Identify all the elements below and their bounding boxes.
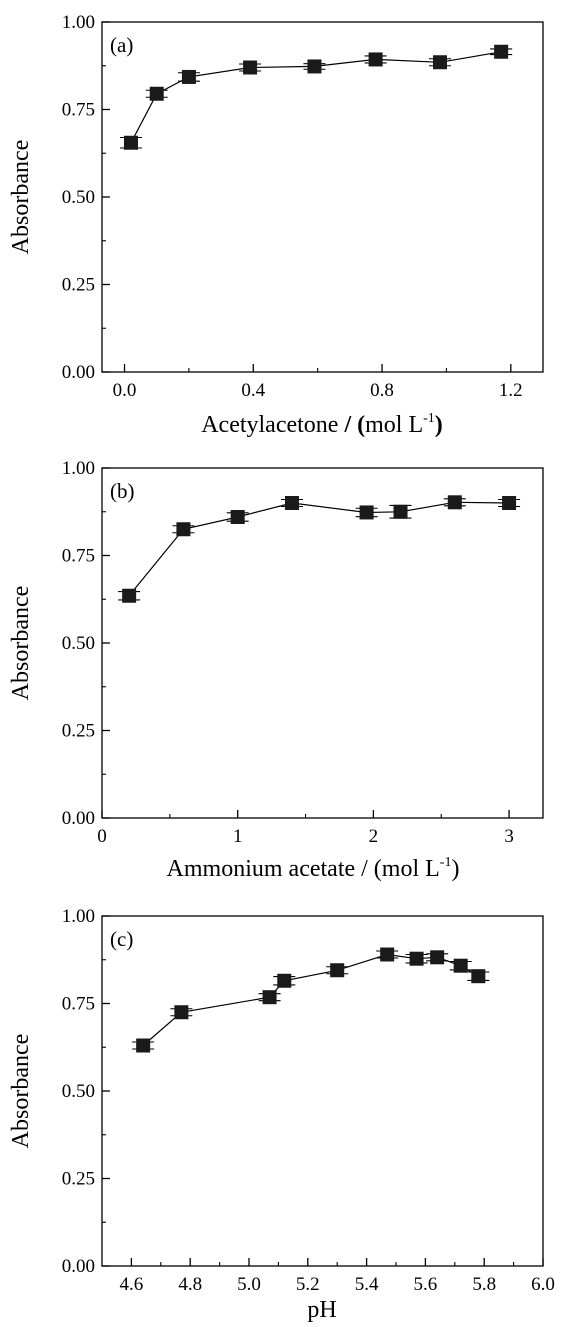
data-point [277,973,292,988]
series-line [142,953,479,1046]
data-point [471,969,486,984]
data-point [447,495,462,510]
panel-label-a: (a) [110,33,133,57]
data-point [502,496,517,510]
x-ticks-b: 0 1 2 3 [97,810,514,847]
y-tick-label: 0.00 [62,1256,95,1277]
y-ticks-c: 0.00 0.25 0.50 0.75 1.00 [62,906,110,1277]
panel-label-b: (b) [110,479,135,503]
data-point [174,1005,189,1020]
data-point [393,504,408,519]
panel-c: 0.00 0.25 0.50 0.75 1.00 4.6 4.8 5.0 5.2 5.4 5.6 5… [8,906,555,1323]
y-axis-title-c: Absorbance [8,1034,34,1149]
data-point [123,135,138,150]
data-point [494,44,509,59]
data-point [409,951,424,966]
data-point [453,958,468,973]
data-point [149,86,164,101]
x-axis-title-a-slash: / [343,412,351,438]
data-point [122,588,137,603]
y-tick-label: 0.25 [62,275,95,296]
data-point [430,950,445,965]
y-tick-label: 1.00 [62,458,95,479]
x-tick-label: 4.6 [120,1274,144,1295]
data-point [136,1038,151,1053]
data-point [284,496,299,510]
data-point [359,505,374,520]
x-tick-label: 5.6 [414,1274,438,1295]
x-axis-title-a-close: ) [435,412,443,438]
x-axis-title-a: Acetylacetone / (mol L-1) [201,411,443,438]
y-tick-label: 0.25 [62,1169,95,1190]
x-axis-title-b: Ammonium acetate / (mol L-1) [167,855,460,882]
y-tick-label: 0.25 [62,721,95,742]
x-tick-label: 5.0 [237,1274,261,1295]
x-axis-title-a-sup: -1 [423,411,435,426]
plot-frame-b [101,467,544,819]
y-tick-label: 0.75 [62,100,95,121]
x-tick-label: 0.8 [370,380,394,401]
y-ticks-a: 0.00 0.25 0.50 0.75 1.00 [62,12,110,383]
x-tick-label: 0 [97,826,107,847]
series-c [132,947,490,1053]
y-tick-label: 0.50 [62,1081,95,1102]
x-tick-label: 0.0 [113,380,137,401]
x-ticks-a: 0.0 0.4 0.8 1.2 [113,364,523,401]
y-tick-label: 0.75 [62,546,95,567]
x-tick-label: 2 [369,826,379,847]
plot-frame-c [101,915,544,1267]
x-axis-title-a-unit: mol L [365,412,423,438]
data-point [176,522,191,537]
x-tick-label: 3 [504,826,514,847]
y-tick-label: 0.50 [62,187,95,208]
x-axis-title-b-main: Ammonium acetate / (mol L [167,856,440,882]
data-point [330,963,345,978]
plot-frame-a [101,21,544,373]
x-tick-label: 0.4 [241,380,265,401]
data-point [181,69,196,84]
y-ticks-b: 0.00 0.25 0.50 0.75 1.00 [62,458,110,829]
y-tick-label: 0.50 [62,633,95,654]
x-axis-title-b-close: ) [451,856,459,882]
x-tick-label: 1.2 [499,380,523,401]
x-axis-title-c: pH [307,1297,336,1323]
series-b [118,495,521,603]
y-tick-label: 1.00 [62,906,95,927]
data-point [380,947,395,962]
data-point [262,990,277,1005]
x-axis-title-a-main: Acetylacetone [201,412,344,438]
x-tick-label: 5.2 [296,1274,320,1295]
data-point [230,510,245,524]
y-tick-label: 0.00 [62,362,95,383]
x-tick-label: 5.4 [355,1274,379,1295]
series-a [119,44,513,150]
x-tick-label: 1 [233,826,243,847]
data-point [432,55,447,70]
y-tick-label: 0.75 [62,994,95,1015]
y-axis-title-a: Absorbance [8,140,34,255]
x-ticks-c: 4.6 4.8 5.0 5.2 5.4 5.6 5.8 6.0 [120,1258,555,1295]
x-tick-label: 4.8 [178,1274,202,1295]
y-tick-label: 1.00 [62,12,95,33]
panel-b: 0.00 0.25 0.50 0.75 1.00 0 1 2 3 (b) Absorbance… [8,458,544,882]
panel-label-c: (c) [110,927,133,951]
data-point [307,59,322,74]
x-axis-title-b-sup: -1 [440,855,452,870]
data-point [368,52,383,67]
series-line [128,501,510,597]
x-axis-title-a-open: ( [357,412,365,438]
x-axis-title-c-main: pH [307,1297,336,1323]
x-tick-label: 6.0 [531,1274,555,1295]
x-tick-label: 5.8 [472,1274,496,1295]
y-tick-label: 0.00 [62,808,95,829]
y-axis-title-b: Absorbance [8,586,34,701]
data-point [243,60,258,75]
panel-a: 0.00 0.25 0.50 0.75 1.00 0.0 0.4 0.8 1.2 (a) Ab… [8,12,544,438]
